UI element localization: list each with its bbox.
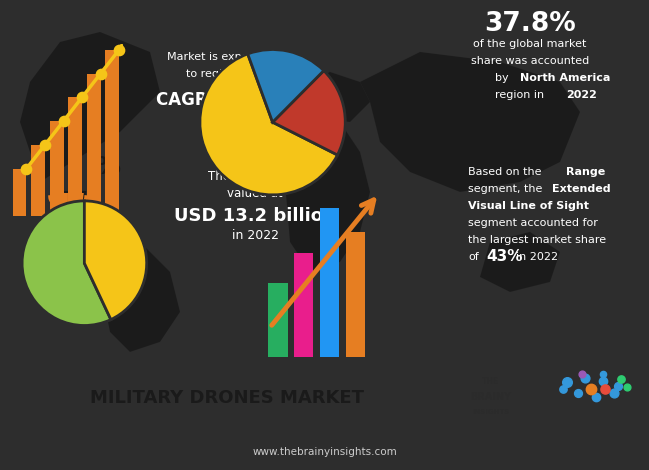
Text: share was accounted: share was accounted xyxy=(471,56,589,66)
Polygon shape xyxy=(52,192,85,214)
Text: The market was: The market was xyxy=(208,171,302,183)
Text: MILITARY DRONES MARKET: MILITARY DRONES MARKET xyxy=(90,389,364,407)
Text: 37.8%: 37.8% xyxy=(484,11,576,37)
Point xyxy=(591,393,601,401)
Point xyxy=(77,94,87,101)
Bar xyxy=(268,283,288,357)
Polygon shape xyxy=(480,232,560,292)
Point xyxy=(598,377,609,384)
Point xyxy=(572,390,583,397)
Bar xyxy=(105,50,119,216)
Text: Visual Line of Sight: Visual Line of Sight xyxy=(468,201,589,211)
Text: segment accounted for: segment accounted for xyxy=(468,218,598,228)
Point xyxy=(558,385,569,392)
Point xyxy=(58,118,69,125)
Bar xyxy=(68,97,82,216)
Polygon shape xyxy=(100,232,180,352)
Point xyxy=(114,46,125,54)
Polygon shape xyxy=(290,72,370,122)
Text: 2022: 2022 xyxy=(566,90,597,100)
Text: Market is expected: Market is expected xyxy=(167,52,273,62)
Bar xyxy=(31,145,45,216)
Polygon shape xyxy=(285,122,370,272)
Point xyxy=(576,370,587,378)
Point xyxy=(95,70,106,77)
Text: Range: Range xyxy=(566,167,606,177)
Text: valued at: valued at xyxy=(227,188,283,200)
Text: in 2022: in 2022 xyxy=(232,229,278,243)
Bar xyxy=(346,232,365,357)
Polygon shape xyxy=(360,52,580,192)
Text: region in: region in xyxy=(495,90,544,100)
Text: INSIGHTS: INSIGHTS xyxy=(472,409,509,415)
Bar xyxy=(12,169,27,216)
Text: THE: THE xyxy=(482,377,499,386)
Bar xyxy=(294,253,313,357)
Text: segment, the: segment, the xyxy=(468,184,546,194)
Text: North America: North America xyxy=(520,73,610,83)
Text: %: % xyxy=(95,155,121,179)
Point xyxy=(580,374,591,382)
Text: of: of xyxy=(468,252,479,262)
Bar xyxy=(320,208,339,357)
Text: the largest market share: the largest market share xyxy=(468,235,606,245)
Text: of the global market: of the global market xyxy=(473,39,587,49)
Point xyxy=(598,370,609,378)
Point xyxy=(562,379,572,386)
Point xyxy=(617,376,627,383)
Text: Extended: Extended xyxy=(552,184,611,194)
Point xyxy=(40,141,50,149)
Text: 43%: 43% xyxy=(486,250,522,265)
Point xyxy=(622,383,632,391)
Bar xyxy=(87,73,101,216)
Wedge shape xyxy=(248,49,324,122)
Point xyxy=(613,382,623,389)
Wedge shape xyxy=(84,201,147,320)
Polygon shape xyxy=(20,32,160,182)
Wedge shape xyxy=(273,70,345,155)
Text: USD 13.2 billion: USD 13.2 billion xyxy=(174,207,336,225)
Point xyxy=(600,385,610,392)
Point xyxy=(21,165,32,172)
Text: BRAINY: BRAINY xyxy=(470,392,511,401)
Text: to register a: to register a xyxy=(186,69,254,79)
Wedge shape xyxy=(200,54,337,195)
Text: www.thebrainyinsights.com: www.thebrainyinsights.com xyxy=(252,447,397,457)
Wedge shape xyxy=(22,201,111,326)
Bar xyxy=(49,121,64,216)
Text: CAGR of 7.7%: CAGR of 7.7% xyxy=(156,91,284,109)
Point xyxy=(609,390,619,397)
Text: by: by xyxy=(495,73,509,83)
Point xyxy=(585,385,596,392)
Text: in 2022: in 2022 xyxy=(516,252,558,262)
Text: Based on the: Based on the xyxy=(468,167,545,177)
